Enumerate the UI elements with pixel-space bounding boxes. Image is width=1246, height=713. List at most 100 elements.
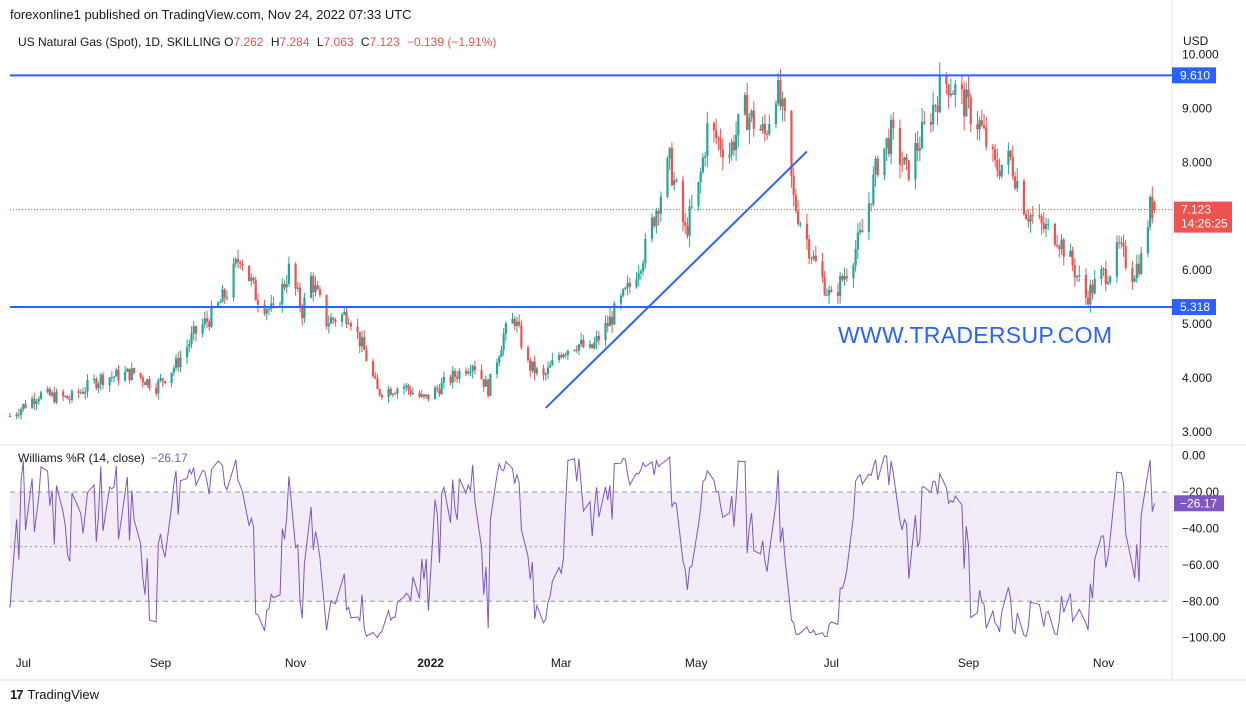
candle-body [580,339,583,345]
candle-body [1106,282,1110,284]
candle-body [148,379,151,389]
candle-body [597,335,600,341]
price-tick-label: 5.000 [1182,317,1212,331]
candle-body [511,318,514,324]
candle-body [343,311,346,315]
candle-body [874,158,877,175]
candle-body [365,350,368,362]
indicator-value: −26.17 [150,451,188,465]
candle-body [920,121,924,149]
candle-body [278,303,282,305]
candle-body [628,282,631,288]
time-tick-label: Nov [285,656,306,670]
candle-body [577,344,581,351]
candle-body [453,370,457,377]
candle-body [582,339,585,348]
symbol-name: US Natural Gas (Spot), 1D, SKILLING [18,35,221,49]
candle-body [814,255,817,262]
candle-body [489,373,492,396]
candle-body [374,376,377,379]
candle-body [97,383,100,389]
candle-body [192,326,195,334]
candle-body [126,368,129,372]
price-tick-label: 4.000 [1182,371,1212,385]
wr-tick-label: −100.00 [1182,631,1226,645]
candle-body [498,356,501,363]
time-tick-label: 2022 [417,656,444,670]
candle-body [790,110,793,177]
candle-body [721,149,724,158]
candle-body [668,147,671,159]
indicator-name: Williams %R (14, close) [18,451,145,465]
candle-body [285,283,288,288]
candle-body [201,324,204,334]
candle-body [949,93,952,96]
candle-body [482,379,485,387]
level-price-label: 9.610 [1180,68,1210,82]
candle-body [221,289,224,303]
level-price-tag [1172,299,1216,316]
candle-body [312,275,315,293]
candle-body [856,232,859,250]
candle-body [792,176,795,196]
candle-body [360,337,364,347]
level-price-label: 5.318 [1180,300,1210,314]
candle-body [46,388,49,393]
candle-body [1047,223,1050,225]
candle-body [728,154,731,158]
candle-body [219,302,222,304]
candle-body [139,372,142,378]
candle-body [387,388,390,398]
candle-body [903,157,906,165]
candle-body [743,94,747,115]
candle-body [765,133,769,135]
candle-body [606,322,609,327]
candle-body [575,349,578,351]
candle-body [185,346,189,358]
candle-body [821,261,824,277]
candle-body [1000,164,1003,177]
candle-body [1007,150,1010,165]
candle-body [8,416,12,418]
wr-tick-label: −80.00 [1182,594,1219,608]
candle-body [68,399,71,401]
candle-body [340,314,344,322]
wr-tick-label: −40.00 [1182,521,1219,535]
candle-body [203,318,206,325]
candle-body [872,174,875,205]
candle-body [256,300,260,305]
tradingview-logo[interactable]: 17 TradingView [10,687,99,702]
candle-body [808,239,811,259]
candle-body [673,180,676,186]
candle-body [17,414,20,416]
candle-body [639,271,643,274]
candle-body [263,304,266,314]
candle-body [1013,176,1017,189]
candle-body [391,393,395,395]
wr-line [9,455,1155,639]
candle-body [595,335,598,343]
candle-body [763,123,766,134]
candle-body [1031,215,1034,217]
candle-body [484,379,488,387]
candle-body [876,158,879,176]
wr-tick-label: −60.00 [1182,558,1219,572]
candle-body [551,360,554,366]
candle-body [66,396,69,400]
candle-body [35,401,38,404]
price-tick-label: 6.000 [1182,263,1212,277]
candle-body [356,326,359,332]
countdown-label: 14:26:25 [1181,217,1228,231]
candle-body [234,259,237,264]
candle-body [1044,224,1048,230]
candle-body [394,393,397,395]
candle-body [686,225,689,236]
candle-body [504,323,507,334]
candle-body [777,80,780,104]
candle-body [402,386,406,389]
candle-body [923,121,926,123]
candle-body [1091,284,1094,294]
candle-body [1040,216,1043,224]
candle-body [544,373,547,376]
